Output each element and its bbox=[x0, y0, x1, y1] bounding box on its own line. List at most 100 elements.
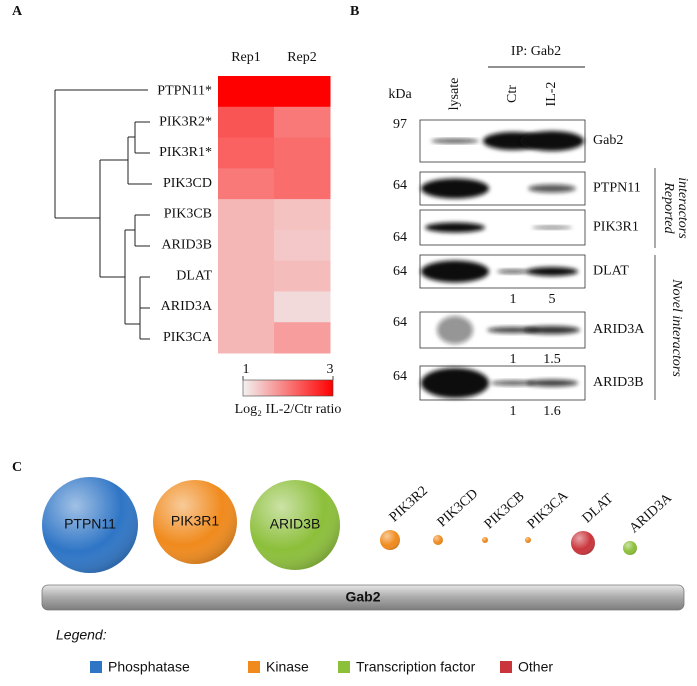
band bbox=[526, 379, 578, 387]
dendrogram bbox=[54, 89, 152, 340]
blot-panel bbox=[419, 119, 586, 163]
legend-label: Other bbox=[518, 659, 553, 675]
blot-panel bbox=[419, 311, 586, 349]
heatmap-cell bbox=[274, 137, 331, 169]
row-label: ARID3A bbox=[161, 299, 213, 314]
heatmap-cell bbox=[218, 76, 275, 108]
heatmap-cell bbox=[218, 291, 275, 323]
colorbar-tick-label: 1 bbox=[243, 362, 250, 377]
marker-label: 64 bbox=[393, 369, 407, 384]
row-label: PIK3CA bbox=[163, 330, 213, 345]
node-shine bbox=[42, 477, 138, 573]
legend-swatch bbox=[248, 661, 260, 673]
quant-label: 1.6 bbox=[543, 404, 561, 419]
protein-label: DLAT bbox=[580, 491, 617, 526]
panel-label: B bbox=[350, 4, 359, 19]
legend-swatch bbox=[90, 661, 102, 673]
protein-label: PTPN11 bbox=[593, 181, 641, 196]
protein-label: PIK3CA bbox=[525, 488, 572, 533]
colorbar-label: Log₂ IL-2/Ctr ratio bbox=[235, 402, 342, 417]
legend-swatch bbox=[500, 661, 512, 673]
panel-label: A bbox=[12, 4, 23, 19]
protein-label: Gab2 bbox=[593, 133, 623, 148]
node-shine bbox=[525, 537, 531, 543]
quant-label: 5 bbox=[549, 292, 556, 307]
band bbox=[421, 368, 489, 398]
heatmap-cell bbox=[218, 137, 275, 169]
protein-label: ARID3B bbox=[270, 516, 321, 532]
group-label: Reported bbox=[661, 181, 676, 234]
band bbox=[487, 327, 539, 333]
marker-label: 64 bbox=[393, 315, 407, 330]
protein-label: ARID3B bbox=[593, 375, 644, 390]
heatmap-cell bbox=[218, 106, 275, 139]
blot-panel bbox=[419, 171, 586, 206]
blot-panel bbox=[419, 254, 586, 289]
blot-panel bbox=[419, 209, 586, 246]
lane-label: IL-2 bbox=[544, 82, 559, 107]
row-label: PIK3CD bbox=[163, 176, 212, 191]
group-label: interactors bbox=[675, 177, 690, 239]
unit-label: kDa bbox=[388, 87, 412, 102]
marker-label: 64 bbox=[393, 230, 407, 245]
node-shine bbox=[482, 537, 488, 543]
legend-label: Phosphatase bbox=[108, 659, 190, 675]
node-shine bbox=[623, 541, 637, 555]
node-shine bbox=[153, 480, 237, 564]
heatmap-cell bbox=[274, 291, 331, 323]
heatmap-cell bbox=[274, 106, 331, 139]
band bbox=[526, 267, 578, 276]
colorbar bbox=[242, 379, 334, 397]
heatmap-cell bbox=[218, 199, 275, 231]
marker-label: 64 bbox=[393, 264, 407, 279]
row-label: PIK3R2* bbox=[159, 114, 212, 129]
band bbox=[497, 269, 529, 274]
heatmap-cell bbox=[274, 229, 331, 262]
row-label: PTPN11* bbox=[157, 84, 212, 99]
legend-swatch bbox=[338, 661, 350, 673]
protein-label: ARID3A bbox=[593, 322, 645, 337]
ip-label: IP: Gab2 bbox=[511, 44, 561, 59]
protein-label: ARID3A bbox=[627, 490, 676, 536]
node-shine bbox=[250, 480, 340, 570]
heatmap-cell bbox=[218, 168, 275, 200]
colorbar-tick-label: 3 bbox=[327, 362, 334, 377]
band bbox=[421, 260, 489, 283]
band bbox=[491, 380, 535, 386]
band bbox=[431, 139, 479, 143]
heatmap-cell bbox=[274, 260, 331, 292]
legend-label: Transcription factor bbox=[356, 659, 476, 675]
legend-title: Legend: bbox=[56, 627, 107, 643]
band bbox=[421, 178, 489, 199]
heatmap-cell bbox=[218, 260, 275, 292]
blot-panel bbox=[419, 365, 586, 401]
row-label: PIK3R1* bbox=[159, 145, 212, 160]
bar-label: Gab2 bbox=[345, 589, 380, 605]
heatmap-cell bbox=[274, 199, 331, 231]
lane-label: lysate bbox=[447, 78, 462, 111]
marker-label: 97 bbox=[393, 117, 407, 132]
quant-label: 1 bbox=[510, 292, 517, 307]
column-label: Rep1 bbox=[231, 50, 261, 65]
band bbox=[425, 222, 485, 233]
band bbox=[528, 184, 576, 193]
node-shine bbox=[380, 530, 400, 550]
lane-label: Ctr bbox=[505, 85, 520, 103]
heatmap-cell bbox=[274, 168, 331, 200]
group-label: Novel interactors bbox=[669, 278, 684, 377]
protein-label: PIK3R2 bbox=[387, 484, 431, 526]
marker-label: 64 bbox=[393, 178, 407, 193]
heatmap-cell bbox=[218, 322, 275, 354]
heatmap-cell bbox=[218, 229, 275, 262]
gab2-bar bbox=[41, 584, 685, 611]
protein-label: PIK3CB bbox=[482, 489, 528, 532]
protein-label: PIK3R1 bbox=[593, 220, 639, 235]
quant-label: 1 bbox=[510, 404, 517, 419]
protein-label: PIK3CD bbox=[435, 486, 481, 530]
column-label: Rep2 bbox=[287, 50, 317, 65]
node-shine bbox=[571, 531, 595, 555]
band bbox=[524, 326, 580, 334]
row-label: ARID3B bbox=[161, 237, 212, 252]
row-label: DLAT bbox=[176, 268, 212, 283]
band bbox=[437, 316, 473, 344]
